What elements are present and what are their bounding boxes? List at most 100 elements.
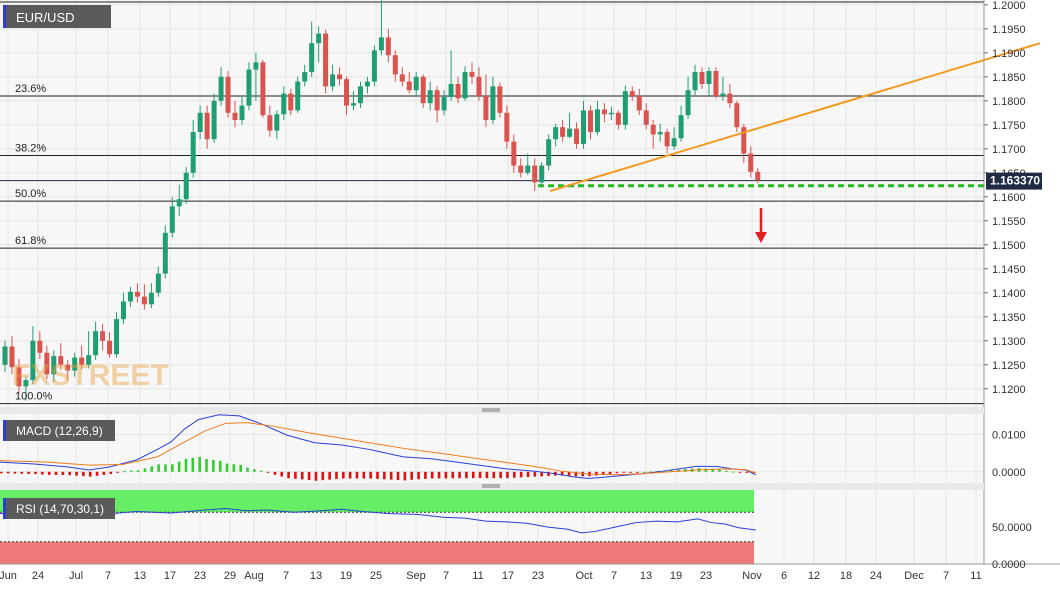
y-axis-tick-label: 1.1900 xyxy=(992,48,1026,60)
candle-up xyxy=(162,232,168,274)
macd-histogram-bar xyxy=(430,471,434,479)
y-axis-tick-label: 1.1600 xyxy=(992,192,1026,204)
candle-down xyxy=(469,71,475,77)
macd-histogram-bar xyxy=(287,471,290,479)
candle-up xyxy=(546,139,552,166)
macd-histogram-bar xyxy=(636,471,639,473)
macd-histogram-bar xyxy=(171,464,174,472)
candle-down xyxy=(204,112,210,140)
macd-histogram-bar xyxy=(300,471,304,480)
x-axis-tick-label: 17 xyxy=(164,570,176,582)
symbol-label[interactable]: EUR/USD xyxy=(3,5,111,28)
macd-histogram-bar xyxy=(506,471,509,479)
macd-histogram-bar xyxy=(513,471,516,478)
macd-histogram-bar xyxy=(410,471,413,480)
macd-histogram-bar xyxy=(177,461,181,472)
watermark: FXSTREET xyxy=(12,359,169,392)
candle-up xyxy=(2,346,8,365)
candle-up xyxy=(72,357,78,371)
candle-up xyxy=(190,131,196,173)
macd-label[interactable]: MACD (12,26,9) xyxy=(3,420,115,441)
x-axis-tick-label: Jun xyxy=(0,570,17,582)
macd-histogram-bar xyxy=(47,471,51,475)
macd-histogram-bar xyxy=(485,471,489,479)
macd-histogram-bar xyxy=(437,471,441,479)
candle-down xyxy=(267,115,273,131)
candle-up xyxy=(622,91,628,125)
macd-histogram-bar xyxy=(465,471,468,479)
candle-down xyxy=(636,95,642,111)
macd-histogram-bar xyxy=(157,464,160,472)
candle-down xyxy=(232,112,238,120)
candle-up xyxy=(253,62,259,70)
rsi-label[interactable]: RSI (14,70,30,1) xyxy=(3,498,115,519)
x-axis-tick-label: 6 xyxy=(781,570,787,582)
y-axis-tick-label: 1.1200 xyxy=(992,384,1026,396)
macd-histogram-bar xyxy=(335,471,338,480)
macd-histogram-bar xyxy=(68,471,71,476)
candle-up xyxy=(86,355,92,365)
candle-down xyxy=(497,86,503,113)
candle-up xyxy=(51,356,57,375)
macd-histogram-bar xyxy=(451,471,455,479)
x-axis-tick-label: 24 xyxy=(870,570,882,582)
candle-up xyxy=(176,199,182,207)
macd-histogram-bar xyxy=(567,471,571,476)
y-axis-tick-label: 1.2000 xyxy=(992,0,1026,12)
rsi-tick-label: 50.0000 xyxy=(992,522,1032,534)
candle-up xyxy=(525,165,531,173)
last-price-value: 1.163370 xyxy=(990,174,1040,188)
candle-up xyxy=(671,138,677,147)
candle-down xyxy=(107,340,113,355)
candle-up xyxy=(448,83,454,97)
macd-histogram-bar xyxy=(191,457,195,472)
rsi-overbought-zone xyxy=(0,490,754,513)
candle-down xyxy=(406,81,412,91)
macd-histogram-bar xyxy=(109,471,113,475)
macd-histogram-bar xyxy=(6,471,10,474)
candle-down xyxy=(65,364,71,371)
candle-down xyxy=(434,90,440,111)
candle-up xyxy=(120,301,126,320)
macd-histogram-bar xyxy=(745,471,749,473)
macd-tick-label: 0.0000 xyxy=(992,467,1026,479)
down-arrow-icon xyxy=(755,232,767,243)
macd-histogram-bar xyxy=(670,470,673,472)
macd-histogram-bar xyxy=(376,471,379,479)
candle-up xyxy=(720,93,726,96)
candle-up xyxy=(567,128,573,137)
macd-histogram-bar xyxy=(20,471,24,474)
macd-histogram-bar xyxy=(396,471,400,481)
y-axis-tick-label: 1.1450 xyxy=(992,264,1026,276)
x-axis-tick-label: 7 xyxy=(443,570,449,582)
macd-histogram-bar xyxy=(403,471,407,481)
macd-histogram-bar xyxy=(266,471,270,473)
macd-histogram-bar xyxy=(259,470,263,472)
macd-histogram-bar xyxy=(725,470,728,472)
candle-down xyxy=(504,112,510,142)
macd-histogram-bar xyxy=(54,471,58,475)
macd-histogram-bar xyxy=(273,471,277,475)
macd-panel-bg xyxy=(0,414,984,483)
candle-down xyxy=(643,110,649,125)
candle-up xyxy=(246,69,252,106)
candle-up xyxy=(685,90,691,116)
candle-up xyxy=(692,71,698,91)
x-axis-tick-label: Oct xyxy=(575,570,592,582)
macd-histogram-bar xyxy=(383,471,386,480)
y-axis-tick-label: 1.1850 xyxy=(992,72,1026,84)
x-axis-tick-label: Jul xyxy=(69,570,83,582)
macd-histogram-bar xyxy=(143,468,147,472)
candle-down xyxy=(748,153,754,172)
candle-down xyxy=(560,127,566,137)
macd-histogram-bar xyxy=(198,456,201,472)
x-axis-tick-label: 18 xyxy=(840,570,852,582)
macd-histogram-bar xyxy=(253,469,256,472)
candle-down xyxy=(601,109,607,115)
macd-histogram-bar xyxy=(95,471,99,476)
macd-histogram-bar xyxy=(608,471,612,474)
candle-down xyxy=(615,112,621,125)
macd-histogram-bar xyxy=(499,471,502,479)
x-axis-tick-label: 13 xyxy=(640,570,652,582)
candle-down xyxy=(755,171,761,181)
